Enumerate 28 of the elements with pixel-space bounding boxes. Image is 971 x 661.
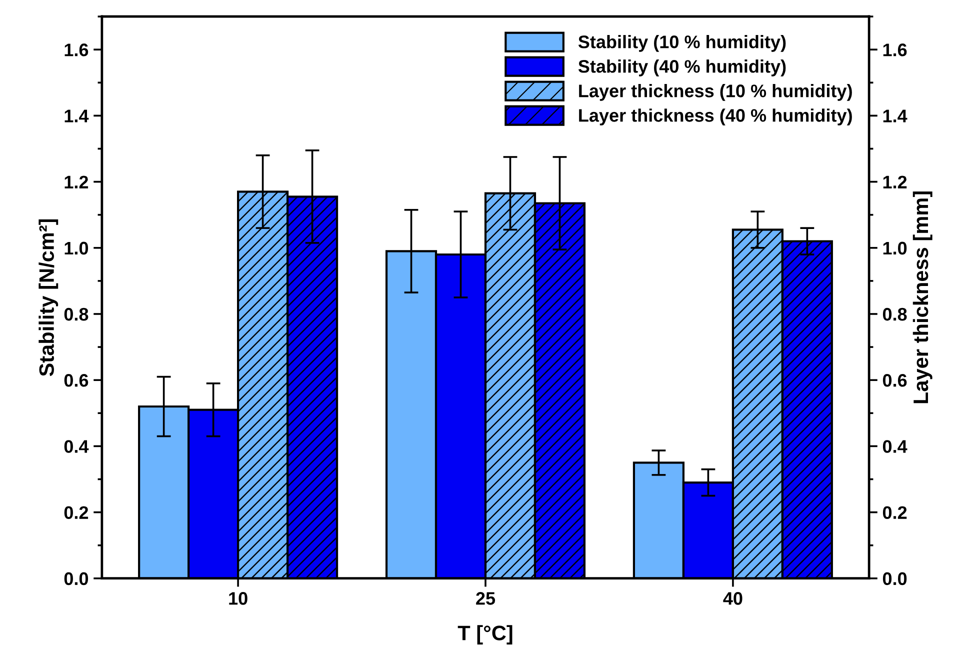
x-tick-label: 40 <box>723 592 742 605</box>
y2-tick-label: 1.6 <box>883 44 907 56</box>
y-tick-label: 0.0 <box>64 572 88 586</box>
y2-tick-label: 0.2 <box>882 506 907 519</box>
y-tick-label: 1.6 <box>64 44 88 56</box>
y2-tick-label: 0.0 <box>882 572 907 586</box>
y-tick-label: 0.2 <box>64 506 88 519</box>
legend-label: Stability (40 % humidity) <box>578 60 786 76</box>
y2-axis-title: Layer thickness [mm] <box>912 192 932 404</box>
y-tick-label: 1.4 <box>64 110 89 122</box>
y2-tick-label: 1.4 <box>883 110 908 122</box>
y-tick-label: 1.0 <box>64 242 88 255</box>
y2-tick-label: 0.8 <box>882 308 907 321</box>
y-tick-label: 0.8 <box>64 308 88 321</box>
x-axis-title: T [°C] <box>458 625 512 644</box>
y-tick-label: 0.6 <box>64 374 88 387</box>
x-tick-label: 25 <box>476 592 496 605</box>
y2-tick-label: 0.4 <box>882 440 908 453</box>
y2-tick-label: 1.2 <box>883 176 907 188</box>
y2-tick-label: 0.6 <box>882 374 907 387</box>
legend-label: Layer thickness (10 % humidity) <box>579 84 852 101</box>
legend-label: Stability (10 % humidity) <box>578 35 786 52</box>
y-tick-label: 0.4 <box>64 440 89 453</box>
y2-tick-label: 1.0 <box>883 242 907 255</box>
y-axis-title: Stability [N/cm²] <box>38 219 58 376</box>
legend-label: Layer thickness (40 % humidity) <box>579 108 852 126</box>
x-tick-label: 10 <box>229 592 248 605</box>
y-tick-label: 1.2 <box>64 176 88 188</box>
